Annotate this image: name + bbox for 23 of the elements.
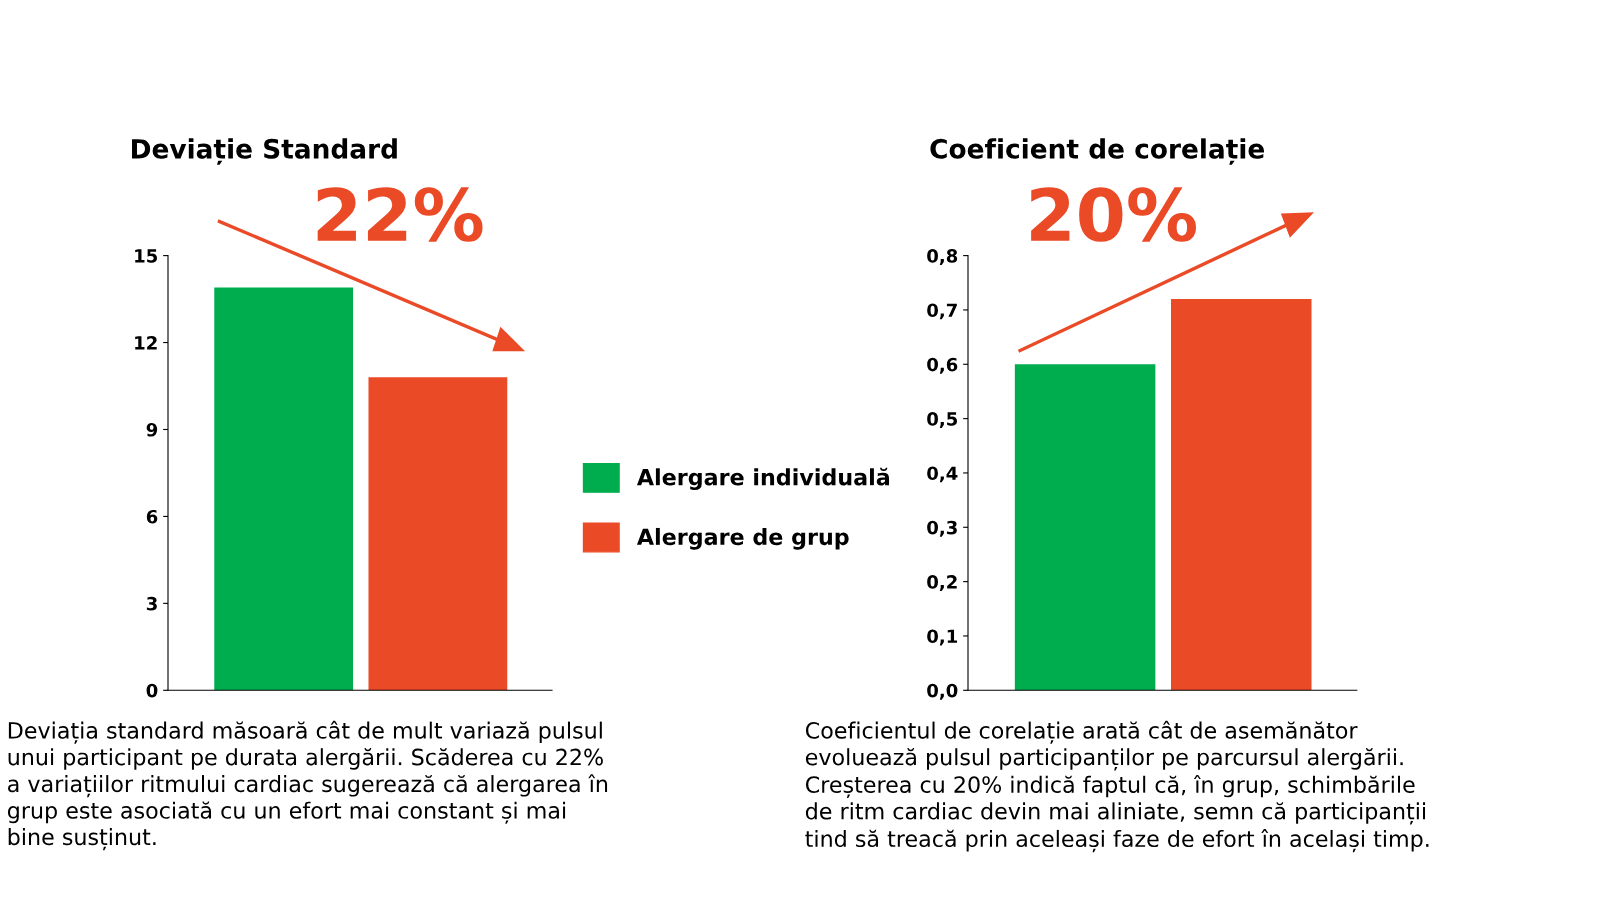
text: 22%	[317, 187, 483, 242]
y-tick-label: 0,0	[927, 683, 958, 700]
chart-title: Deviație Standard	[132, 138, 397, 165]
text: Deviația standard măsoară cât de mult variază pulsul unui participant pe durata alergării. Scăderea cu 22% a variațiilor ritmului cardiac sugerează că alergarea în grup este asociată cu un efort mai constant și mai bine susținut.	[7, 720, 608, 851]
y-tick-label: 0,6	[927, 357, 958, 374]
y-tick-label: 0,3	[927, 520, 957, 537]
y-tick-label: 15	[135, 249, 158, 263]
chart-title: Coeficient de corelație	[930, 138, 1265, 165]
y-tick-label: 0,1	[927, 629, 958, 646]
y-tick-label: 3	[146, 596, 157, 611]
y-tick-label: 0	[146, 683, 158, 698]
y-tick-label: 9	[146, 422, 158, 437]
y-tick-label: 0,5	[927, 412, 958, 429]
y-tick-label: 0,8	[927, 249, 958, 266]
y-tick-label: 12	[135, 336, 157, 350]
legend-label: Alergare individuală	[636, 467, 890, 490]
y-tick-label: 0,2	[927, 575, 957, 592]
y-tick-label: 0,4	[927, 466, 958, 483]
legend-label: Alergare de grup	[636, 527, 849, 550]
text: 20%	[1031, 187, 1196, 242]
y-tick-label: 6	[146, 509, 158, 524]
y-tick-label: 0,7	[927, 303, 957, 320]
text: Coeficientul de corelație arată cât de asemănător evoluează pulsul participanților pe parcursul alergării. Creșterea cu 20% indică faptul că, în grup, schimbările de ritm cardiac devin mai aliniate, semn că participanții tind să treacă prin aceleași faze de efort în același timp.	[805, 720, 1429, 853]
